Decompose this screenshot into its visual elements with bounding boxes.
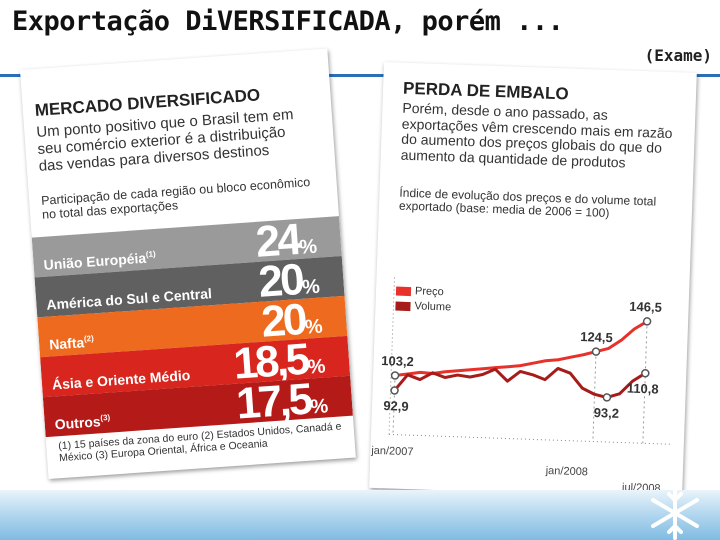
snowflake-icon xyxy=(651,486,699,540)
data-point xyxy=(390,371,400,380)
slide-title: Exportação DiVERSIFICADA, porém ... xyxy=(12,6,564,37)
slide-source: (Exame) xyxy=(644,46,712,65)
data-label: 146,5 xyxy=(629,299,662,315)
left-clipping-subtitle: Participação de cada região ou bloco eco… xyxy=(40,175,311,222)
footnote-mark: (2) xyxy=(83,333,95,344)
data-label: 110,8 xyxy=(627,381,659,397)
x-axis xyxy=(388,433,671,445)
data-label: 93,2 xyxy=(593,405,619,421)
x-tick-label: jan/2008 xyxy=(545,465,589,479)
x-tick-label: jan/2007 xyxy=(370,445,414,459)
right-clipping: PERDA DE EMBALO Porém, desde o ano passa… xyxy=(369,62,697,499)
volume-series-line xyxy=(393,366,647,399)
data-label: 103,2 xyxy=(381,353,414,369)
share-band-label: Outros(3) xyxy=(54,412,111,433)
title-divider xyxy=(0,74,720,77)
data-point xyxy=(642,317,652,326)
share-band-label: Nafta(2) xyxy=(48,333,95,353)
data-point xyxy=(390,386,399,395)
guide-line xyxy=(642,321,648,444)
data-point xyxy=(602,393,612,402)
data-point xyxy=(591,347,601,356)
percent-sign: % xyxy=(309,395,329,419)
footer-band xyxy=(0,490,720,540)
price-volume-line-chart: 103,2 124,5 146,5 92,9 93,2 110,8 jan/2007 jan/… xyxy=(370,277,671,495)
region-share-chart: União Européia(1) 24% América do Sul e Cen… xyxy=(20,49,353,438)
data-point xyxy=(641,368,650,378)
data-label: 92,9 xyxy=(383,398,409,414)
data-label: 124,5 xyxy=(580,329,613,345)
guide-line xyxy=(592,351,597,442)
footnote-mark: (3) xyxy=(100,412,111,423)
left-clipping: MERCADO DIVERSIFICADO Um ponto positivo … xyxy=(20,48,356,480)
footnote-mark: (1) xyxy=(145,249,156,260)
